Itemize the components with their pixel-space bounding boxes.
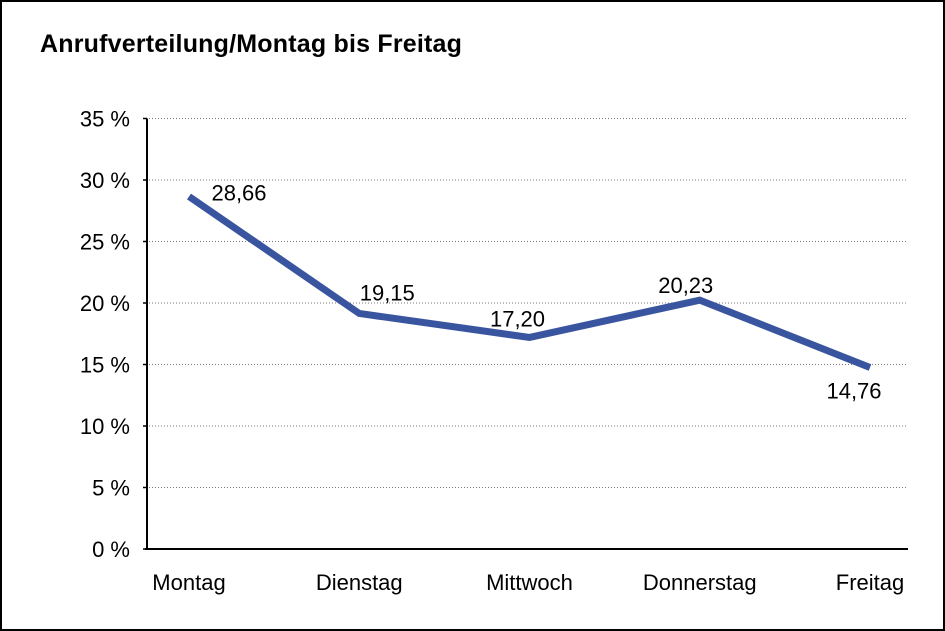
y-tick-label: 35 % xyxy=(80,107,130,132)
data-value-label: 28,66 xyxy=(211,180,266,205)
data-line xyxy=(187,193,872,371)
y-tick-label: 0 % xyxy=(92,537,130,562)
data-value-label: 19,15 xyxy=(360,280,415,305)
y-tick-label: 5 % xyxy=(92,476,130,501)
chart-title: Anrufverteilung/Montag bis Freitag xyxy=(40,30,463,58)
data-value-label: 17,20 xyxy=(490,306,545,331)
x-category-label: Dienstag xyxy=(316,570,403,595)
y-tick-label: 15 % xyxy=(80,353,130,378)
data-value-label: 20,23 xyxy=(658,273,713,298)
data-value-label: 14,76 xyxy=(826,378,881,403)
y-tick-label: 10 % xyxy=(80,414,130,439)
x-category-label: Mittwoch xyxy=(486,570,573,595)
x-category-label: Montag xyxy=(152,570,225,595)
y-tick-label: 20 % xyxy=(80,291,130,316)
x-category-label: Donnerstag xyxy=(643,570,757,595)
x-category-label: Freitag xyxy=(836,570,904,595)
y-tick-label: 30 % xyxy=(80,168,130,193)
y-tick-label: 25 % xyxy=(80,230,130,255)
